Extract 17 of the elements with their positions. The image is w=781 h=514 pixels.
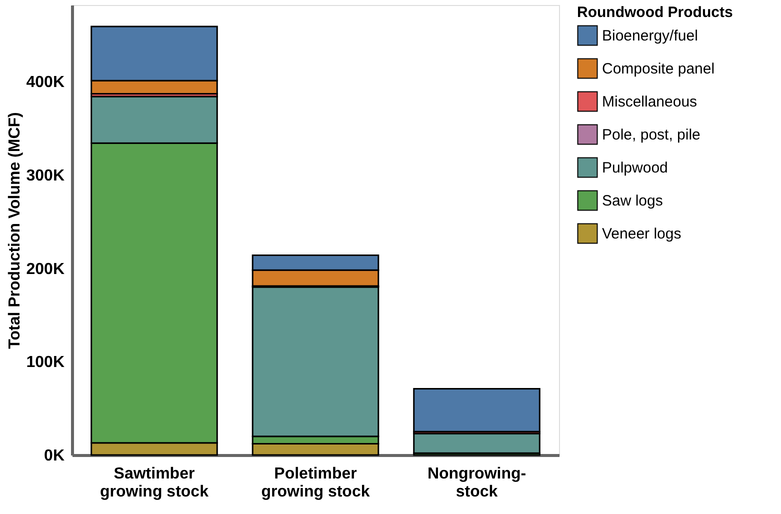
legend-label: Pole, post, pile xyxy=(602,126,700,144)
x-tick-label: Nongrowing- stock xyxy=(427,466,526,500)
legend-label: Miscellaneous xyxy=(602,94,698,110)
legend-label: Saw logs xyxy=(602,192,663,210)
x-tick-label: Sawtimber growing stock xyxy=(100,466,209,500)
y-tick-label: 200K xyxy=(26,260,65,278)
y-tick-label: 0K xyxy=(44,448,65,464)
legend-label: Pulpwood xyxy=(602,160,668,176)
legend-label: Veneer logs xyxy=(602,226,682,242)
y-tick-label: 100K xyxy=(26,354,65,372)
legend-title: Roundwood Products xyxy=(577,4,733,21)
y-tick-label: 300K xyxy=(26,167,65,184)
y-tick-label: 400K xyxy=(26,74,65,92)
legend-label: Composite panel xyxy=(602,60,715,78)
y-axis-title: Total Production Volume (MCF) xyxy=(6,112,24,349)
legend-label: Bioenergy/fuel xyxy=(602,28,698,44)
x-tick-label: Poletimber growing stock xyxy=(261,466,370,500)
